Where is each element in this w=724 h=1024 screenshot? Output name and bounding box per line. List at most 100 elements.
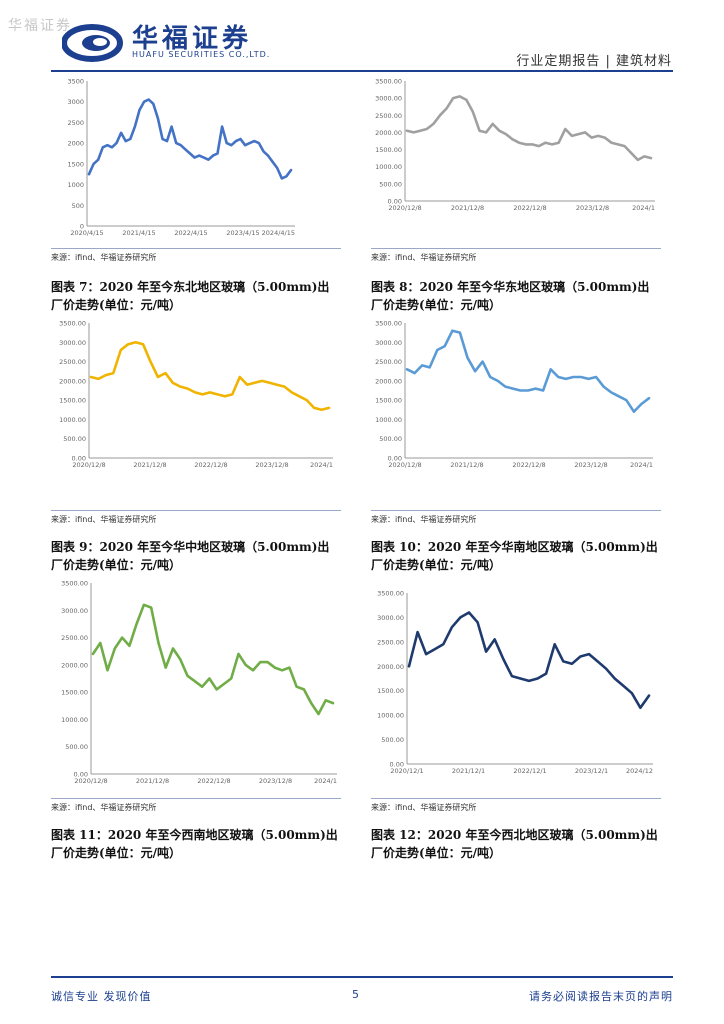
data-point <box>127 343 129 345</box>
data-point <box>111 146 113 148</box>
chart-caption: 图表 12：2020 年至今西北地区玻璃（5.00mm)出厂价走势(单位：元/吨… <box>371 828 658 860</box>
data-point <box>148 99 150 101</box>
data-point <box>138 109 141 111</box>
x-tick-label: 2020/12/8 <box>72 461 105 469</box>
data-point <box>478 130 481 132</box>
x-tick-label: 2021/4/15 <box>122 229 155 237</box>
data-point <box>281 669 283 671</box>
y-tick-label: 3000.00 <box>377 614 404 622</box>
price-series-line <box>405 329 651 413</box>
data-point <box>134 126 136 128</box>
source-divider <box>371 510 661 511</box>
y-tick-label: 500 <box>72 202 84 210</box>
y-tick-label: 0.00 <box>390 761 404 769</box>
data-point <box>249 142 251 144</box>
data-point <box>498 130 500 132</box>
data-point <box>88 173 90 175</box>
y-tick-label: 1000.00 <box>375 163 402 171</box>
x-tick-label: 2024/12 <box>626 767 653 775</box>
y-tick-label: 3500.00 <box>61 580 88 588</box>
y-tick-label: 3500.00 <box>375 78 402 86</box>
x-tick-label: 2022/12/8 <box>513 204 546 212</box>
data-point <box>459 95 461 97</box>
data-point <box>272 161 274 163</box>
y-tick-label: 1500.00 <box>375 146 402 154</box>
data-point <box>194 680 196 682</box>
data-point <box>230 677 232 680</box>
data-point <box>413 131 415 133</box>
data-point <box>614 677 616 680</box>
data-point <box>303 688 305 690</box>
y-tick-label: 2500.00 <box>375 358 402 366</box>
data-point <box>531 143 533 145</box>
data-point <box>112 372 114 374</box>
data-point <box>212 155 214 157</box>
data-point <box>184 148 186 150</box>
data-point <box>544 142 547 144</box>
data-point <box>313 407 315 409</box>
data-point <box>216 152 219 155</box>
data-point <box>239 376 241 378</box>
y-tick-label: 1500.00 <box>61 689 88 697</box>
chart-source: 来源：ifind、华福证券研究所 <box>371 803 477 812</box>
x-tick-label: 2021/12/8 <box>451 204 484 212</box>
data-point <box>328 407 330 409</box>
data-point <box>120 349 122 351</box>
chart-source: 来源：ifind、华福证券研究所 <box>51 253 157 262</box>
data-point <box>186 675 189 677</box>
y-tick-label: 1500.00 <box>377 687 404 695</box>
x-tick-label: 2020/4/15 <box>70 229 103 237</box>
data-point <box>451 626 453 628</box>
data-point <box>444 345 446 347</box>
price-chart-9: 0.00 500.00 1000.00 1500.00 2000.00 2500.00 30… <box>59 320 333 469</box>
data-point <box>584 131 586 133</box>
x-tick-label: 2022/12/1 <box>513 767 546 775</box>
data-point <box>617 143 619 145</box>
data-point <box>432 123 434 125</box>
data-point <box>631 692 633 694</box>
data-point <box>194 391 196 393</box>
data-point <box>579 655 581 658</box>
data-point <box>135 341 137 343</box>
chart-caption: 图表 8：2020 年至今华东地区玻璃（5.00mm)出厂价走势(单位：元/吨） <box>371 280 650 312</box>
data-point <box>283 386 285 388</box>
x-tick-label: 2023/12/8 <box>576 204 609 212</box>
data-point <box>157 117 159 119</box>
data-point <box>172 382 174 384</box>
y-tick-label: 2000 <box>67 140 84 148</box>
data-point <box>252 669 254 671</box>
data-point <box>325 699 327 701</box>
data-point <box>565 378 567 380</box>
data-point <box>164 372 166 374</box>
data-point <box>557 376 559 378</box>
data-point <box>597 660 599 662</box>
x-tick-label: 2021/12/8 <box>450 461 483 469</box>
data-point <box>426 128 428 130</box>
data-point <box>149 361 152 363</box>
data-point <box>558 142 560 144</box>
y-tick-label: 2000.00 <box>377 663 404 671</box>
data-point <box>143 101 145 103</box>
data-point <box>258 142 260 144</box>
report-type: 行业定期报告 | 建筑材料 <box>516 54 672 69</box>
data-point <box>421 364 423 366</box>
chart-source: 来源：ifind、华福证券研究所 <box>51 803 157 812</box>
data-point <box>527 389 529 392</box>
data-point <box>298 395 300 397</box>
y-tick-label: 500.00 <box>63 435 86 443</box>
data-point <box>551 143 553 145</box>
data-point <box>194 157 196 159</box>
data-point <box>175 142 177 144</box>
data-point <box>274 667 276 669</box>
price-series-line <box>407 611 651 710</box>
data-point <box>603 386 605 388</box>
y-tick-label: 2000.00 <box>375 129 402 137</box>
data-point <box>622 685 624 687</box>
data-point <box>537 677 539 680</box>
data-point <box>281 177 283 179</box>
data-point <box>408 665 410 667</box>
data-point <box>497 380 499 382</box>
data-point <box>436 349 438 351</box>
y-tick-label: 1500.00 <box>375 397 402 405</box>
price-chart-12: 0.00 500.00 1000.00 1500.00 2000.00 2500.00 30… <box>377 590 653 775</box>
